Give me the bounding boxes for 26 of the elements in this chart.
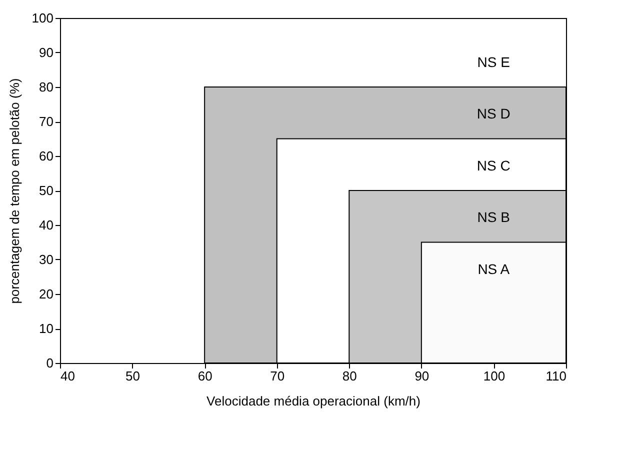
y-tick-label: 0 [46,356,54,370]
annotation: NS C [476,157,510,174]
annotation: NS A [478,260,510,277]
x-tick-label: 90 [414,368,430,384]
x-tick-label: 60 [198,368,212,384]
y-tick-label: 10 [39,321,54,336]
annotation: NS E [477,54,510,70]
x-tick-label: 70 [270,368,285,384]
y-tick-label: 30 [39,252,54,267]
x-tick-label: 80 [342,368,357,384]
y-tick-label: 80 [39,80,54,94]
y-tick-label: 50 [39,183,54,198]
y-tick-label: 20 [39,286,54,302]
y-axis-title: porcentagem de tempo em pelotão (%) [6,78,22,304]
x-axis-title: Velocidade média operacional (km/h) [206,394,420,408]
annotation: NS D [476,106,510,122]
x-tick-label: 40 [60,368,75,384]
x-tick-label: 110 [546,368,566,384]
y-tick-label: 90 [39,45,54,60]
x-tick-label: 100 [483,368,506,384]
y-tick-label: 70 [39,114,54,129]
x-tick-label: 50 [126,368,140,384]
annotation: NS B [477,209,510,226]
y-tick-label: 60 [39,148,54,164]
y-tick-label: 40 [39,218,54,232]
y-tick-label: 100 [32,10,54,26]
